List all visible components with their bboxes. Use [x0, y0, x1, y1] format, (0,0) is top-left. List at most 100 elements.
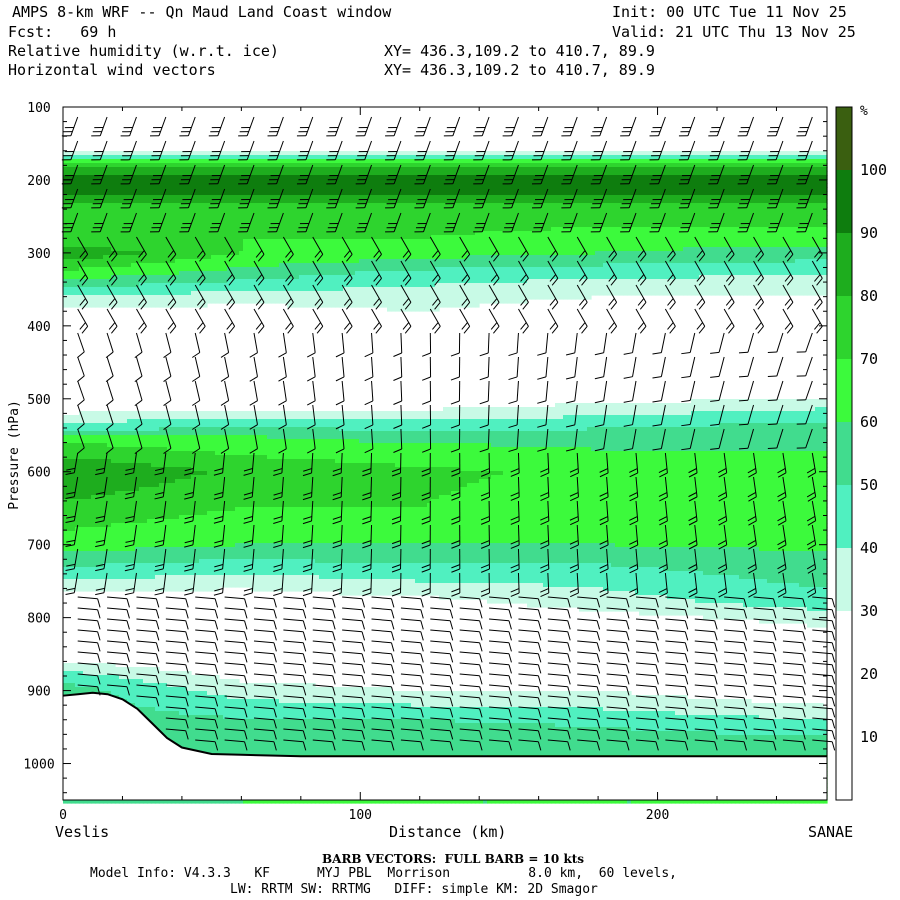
rh-cell: [159, 267, 164, 272]
rh-cell: [123, 159, 128, 164]
rh-cell: [183, 463, 188, 468]
rh-cell: [119, 223, 124, 228]
rh-cell: [159, 695, 164, 700]
rh-cell: [183, 511, 188, 516]
rh-cell: [127, 259, 132, 264]
rh-cell: [139, 223, 144, 228]
rh-cell: [179, 175, 184, 180]
rh-cell: [67, 687, 72, 692]
rh-cell: [211, 703, 216, 708]
rh-cell: [211, 547, 216, 552]
rh-cell: [71, 423, 76, 428]
rh-cell: [219, 223, 224, 228]
rh-cell: [143, 571, 148, 576]
rh-cell: [139, 531, 144, 536]
rh-cell: [79, 283, 84, 288]
rh-cell: [203, 547, 208, 552]
rh-cell: [199, 179, 204, 184]
rh-cell: [91, 471, 96, 476]
rh-cell: [207, 699, 212, 704]
rh-cell: [167, 691, 172, 696]
rh-cell: [103, 491, 108, 496]
rh-cell: [147, 251, 152, 256]
rh-cell: [91, 503, 96, 508]
rh-cell: [139, 191, 144, 196]
rh-cell: [183, 715, 188, 720]
rh-cell: [79, 291, 84, 296]
rh-cell: [211, 207, 216, 212]
rh-cell: [75, 203, 80, 208]
rh-cell: [199, 719, 204, 724]
rh-cell: [223, 475, 228, 480]
rh-cell: [131, 535, 136, 540]
rh-cell: [183, 447, 188, 452]
rh-cell: [91, 567, 96, 572]
rh-cell: [171, 275, 176, 280]
rh-cell: [63, 551, 68, 556]
rh-cell: [143, 587, 148, 592]
rh-cell: [227, 563, 232, 568]
rh-cell: [83, 679, 88, 684]
rh-cell: [95, 251, 100, 256]
rh-cell: [159, 227, 164, 232]
rh-cell: [195, 579, 200, 584]
rh-cell: [119, 535, 124, 540]
rh-cell: [163, 463, 168, 468]
rh-cell: [135, 187, 140, 192]
rh-cell: [191, 727, 196, 732]
rh-cell: [83, 443, 88, 448]
rh-cell: [203, 255, 208, 260]
header-vector-name: Horizontal wind vectors: [8, 62, 216, 78]
rh-cell: [115, 475, 120, 480]
rh-cell: [163, 707, 168, 712]
rh-cell: [63, 243, 68, 248]
rh-cell: [215, 219, 220, 224]
rh-cell: [211, 531, 216, 536]
rh-cell: [179, 459, 184, 464]
rh-cell: [215, 535, 220, 540]
rh-cell: [191, 799, 196, 804]
rh-cell: [111, 155, 116, 160]
rh-cell: [95, 443, 100, 448]
rh-cell: [131, 531, 136, 536]
rh-cell: [207, 735, 212, 740]
rh-cell: [147, 687, 152, 692]
header-init-time: Init: 00 UTC Tue 11 Nov 25: [612, 4, 847, 20]
rh-cell: [183, 551, 188, 556]
rh-cell: [171, 419, 176, 424]
rh-cell: [131, 235, 136, 240]
rh-cell: [219, 483, 224, 488]
rh-cell: [107, 231, 112, 236]
rh-cell: [163, 155, 168, 160]
rh-cell: [191, 251, 196, 256]
rh-cell: [139, 519, 144, 524]
rh-cell: [227, 547, 232, 552]
rh-cell: [195, 259, 200, 264]
rh-cell: [167, 499, 172, 504]
rh-cell: [83, 531, 88, 536]
rh-cell: [215, 695, 220, 700]
rh-cell: [179, 519, 184, 524]
rh-cell: [151, 479, 156, 484]
rh-cell: [191, 699, 196, 704]
rh-cell: [199, 271, 204, 276]
rh-cell: [191, 159, 196, 164]
rh-cell: [75, 579, 80, 584]
rh-cell: [131, 247, 136, 252]
rh-cell: [187, 211, 192, 216]
rh-cell: [143, 295, 148, 300]
rh-cell: [219, 679, 224, 684]
rh-cell: [199, 207, 204, 212]
rh-cell: [139, 583, 144, 588]
rh-cell: [135, 435, 140, 440]
rh-cell: [163, 511, 168, 516]
rh-cell: [139, 563, 144, 568]
rh-cell: [167, 223, 172, 228]
rh-cell: [215, 467, 220, 472]
rh-cell: [127, 571, 132, 576]
rh-cell: [231, 171, 236, 176]
rh-cell: [155, 251, 160, 256]
rh-cell: [123, 183, 128, 188]
rh-cell: [227, 479, 232, 484]
rh-cell: [167, 559, 172, 564]
